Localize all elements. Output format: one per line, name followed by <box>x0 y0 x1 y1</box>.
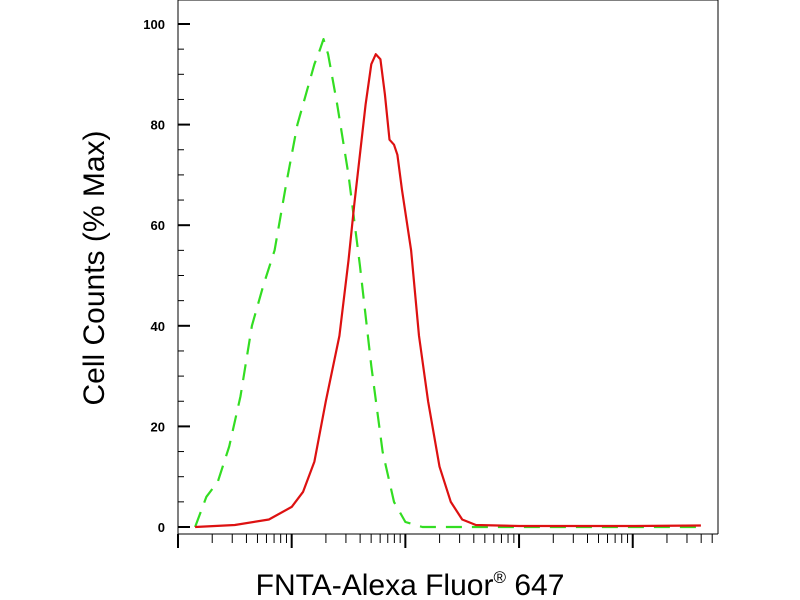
y-tick-label: 60 <box>151 218 165 233</box>
y-tick-label: 100 <box>143 17 165 32</box>
y-tick-label: 0 <box>158 520 165 535</box>
y-axis-title: Cell Counts (% Max) <box>78 130 111 405</box>
histogram-series-1 <box>194 38 701 529</box>
x-axis-title-suffix: 647 <box>506 569 564 600</box>
y-tick-label: 20 <box>151 419 165 434</box>
plot-frame <box>177 0 719 535</box>
axis-ticks: 0 20 40 60 80 100 <box>143 17 713 548</box>
x-axis-title-superscript: ® <box>493 568 506 587</box>
histogram-series-2 <box>195 53 701 529</box>
x-axis-title-main: FNTA-Alexa Fluor <box>256 569 494 600</box>
y-tick-label: 80 <box>151 118 165 133</box>
x-axis-title: FNTA-Alexa Fluor® 647 <box>256 568 565 600</box>
series-layer <box>194 38 701 529</box>
y-tick-label: 40 <box>151 319 165 334</box>
